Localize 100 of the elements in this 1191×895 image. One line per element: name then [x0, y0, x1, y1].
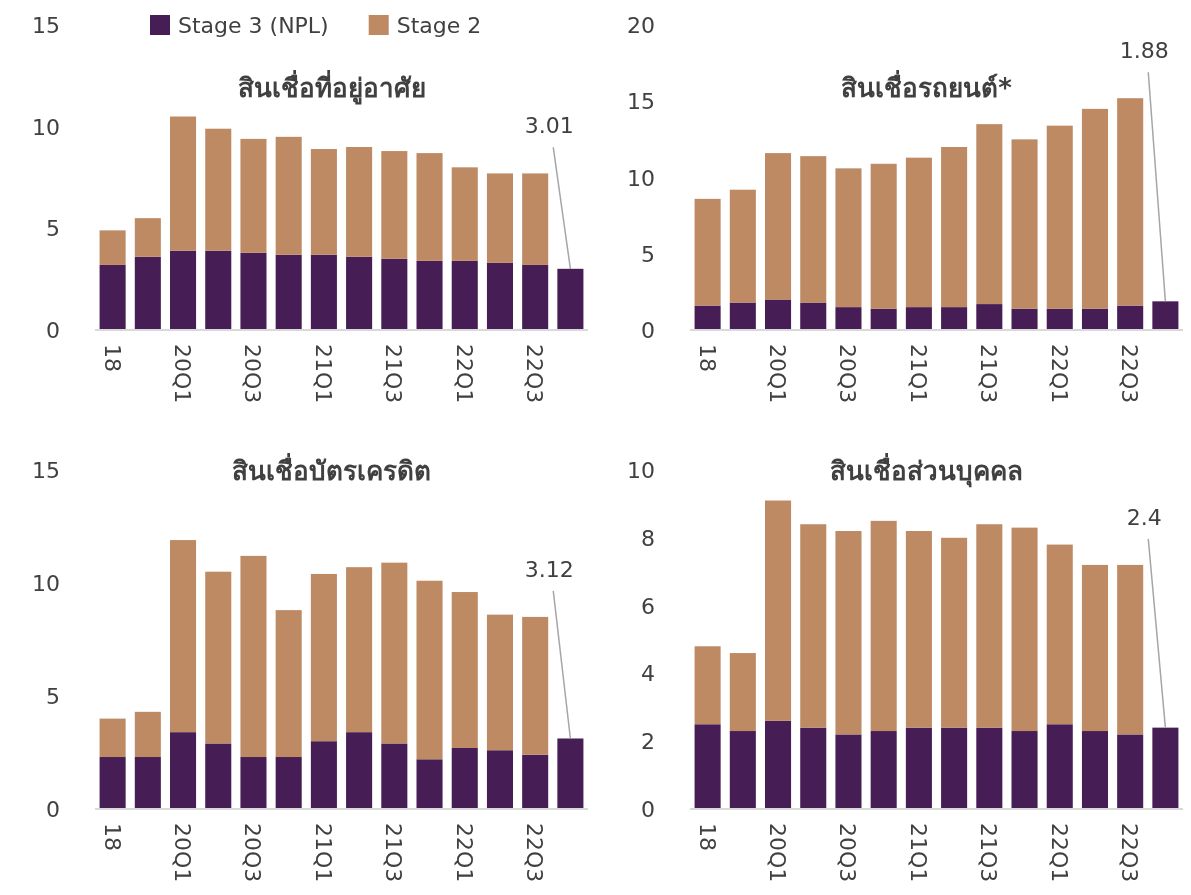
- bar: [310, 741, 337, 809]
- bar: [99, 230, 126, 265]
- bar: [941, 537, 968, 728]
- bar: [205, 743, 232, 809]
- bar: [1046, 125, 1073, 309]
- bar: [99, 264, 126, 330]
- text: สินเชื่อที่อยู่อาศัย: [237, 69, 426, 105]
- x-tick-label: 21Q3: [976, 823, 1002, 883]
- data-label: 3.01: [524, 113, 574, 139]
- y-tick-label: 10: [32, 571, 60, 596]
- x-tick-label: 22Q1: [451, 823, 477, 883]
- y-tick-label: 0: [641, 318, 655, 343]
- bar: [275, 757, 302, 809]
- bar: [1117, 564, 1144, 735]
- bar: [134, 757, 161, 809]
- x-tick-label: 20Q3: [240, 344, 266, 404]
- bar: [1117, 98, 1144, 306]
- y-tick-label: 15: [32, 458, 60, 483]
- chart-title: สินเชื่อส่วนบุคคล: [830, 452, 1023, 488]
- y-tick-label: 10: [627, 165, 655, 191]
- bar: [1081, 108, 1108, 309]
- bar: [310, 254, 337, 330]
- bar: [451, 747, 478, 809]
- y-tick-label: 4: [641, 661, 655, 687]
- bar: [729, 731, 756, 809]
- bar: [905, 307, 932, 330]
- bar: [275, 136, 302, 255]
- bar: [905, 727, 932, 809]
- x-tick-label: 20Q1: [170, 344, 196, 404]
- bar: [870, 731, 897, 809]
- x-tick-label: 21Q1: [905, 344, 931, 404]
- x-tick-label: 20Q3: [835, 823, 861, 883]
- bar: [346, 567, 373, 733]
- y-tick-label: 0: [641, 797, 655, 822]
- bar: [835, 734, 862, 809]
- bar: [240, 757, 267, 809]
- bar: [381, 743, 408, 809]
- bar: [240, 555, 267, 758]
- legend-label: Stage 3 (NPL): [178, 13, 329, 38]
- y-tick-label: 6: [641, 593, 655, 619]
- x-tick-label: 20Q1: [765, 344, 791, 404]
- y-tick-label: 0: [46, 318, 60, 343]
- bar: [941, 307, 968, 330]
- chart-title: สินเชื่อบัตรเครดิต: [232, 452, 431, 486]
- data-label: 3.12: [524, 556, 574, 582]
- bar: [870, 520, 897, 732]
- bar: [800, 302, 827, 330]
- y-tick-label: 10: [627, 458, 655, 483]
- bar: [835, 168, 862, 308]
- bar: [310, 149, 337, 255]
- x-tick-label: 20Q3: [240, 823, 266, 883]
- bar: [381, 258, 408, 330]
- bar: [310, 573, 337, 742]
- x-tick-label: 21Q1: [310, 344, 336, 404]
- bar: [729, 189, 756, 303]
- x-tick-label: 22Q1: [1046, 823, 1072, 883]
- bar: [800, 156, 827, 303]
- bar: [99, 757, 126, 809]
- x-tick-label: 22Q3: [1117, 344, 1143, 404]
- data-label: 2.4: [1126, 504, 1162, 530]
- bar: [275, 610, 302, 758]
- bar: [1152, 301, 1179, 330]
- x-tick-label: 18: [694, 823, 720, 851]
- x-tick-label: 22Q3: [1117, 823, 1143, 883]
- bar: [416, 260, 443, 330]
- x-tick-label: 18: [99, 344, 125, 372]
- bar: [1117, 734, 1144, 809]
- bar: [134, 711, 161, 758]
- y-tick-label: 20: [627, 13, 655, 38]
- y-tick-label: 15: [627, 89, 655, 115]
- bar: [557, 268, 584, 330]
- y-tick-label: 15: [32, 13, 60, 38]
- bar: [976, 524, 1003, 728]
- x-tick-label: 21Q3: [381, 823, 407, 883]
- bar: [134, 218, 161, 257]
- bar: [941, 147, 968, 308]
- bar: [1011, 308, 1038, 330]
- bar: [416, 580, 443, 760]
- bar: [694, 646, 721, 725]
- x-tick-label: 20Q1: [765, 823, 791, 883]
- bar: [1011, 527, 1038, 732]
- bar: [800, 727, 827, 809]
- bar: [1081, 308, 1108, 330]
- bar: [870, 163, 897, 309]
- bar: [205, 250, 232, 330]
- bar: [486, 262, 513, 330]
- bar: [694, 198, 721, 306]
- bar: [381, 151, 408, 259]
- bar: [765, 299, 792, 330]
- bar: [486, 614, 513, 751]
- x-tick-label: 22Q3: [522, 823, 548, 883]
- x-tick-label: 20Q3: [835, 344, 861, 404]
- bar: [522, 173, 549, 265]
- bar: [486, 173, 513, 263]
- y-tick-label: 2: [641, 729, 655, 755]
- bar: [205, 128, 232, 251]
- bar: [765, 720, 792, 809]
- x-tick-label: 22Q1: [1046, 344, 1072, 404]
- bar: [729, 302, 756, 330]
- y-tick-label: 8: [641, 525, 655, 551]
